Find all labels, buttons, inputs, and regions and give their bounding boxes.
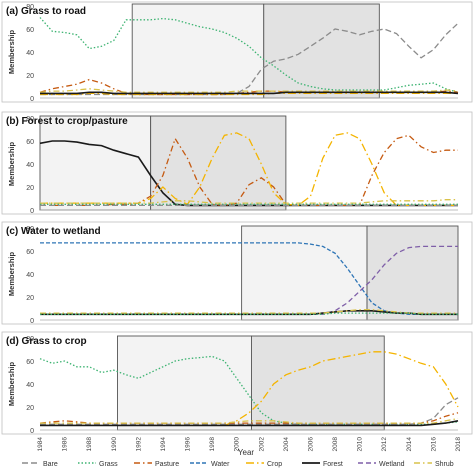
legend-item-shrub: Shrub bbox=[414, 461, 454, 468]
y-tick-label: 80 bbox=[26, 4, 34, 11]
y-tick-label: 20 bbox=[26, 295, 34, 302]
x-tick-label: 1988 bbox=[86, 437, 93, 452]
x-tick-label: 2008 bbox=[332, 437, 339, 452]
y-tick-label: 80 bbox=[26, 116, 34, 123]
legend-item-grass: Grass bbox=[78, 461, 118, 468]
series-line-shrub bbox=[40, 308, 458, 314]
y-tick-label: 20 bbox=[26, 405, 34, 412]
x-tick-label: 2012 bbox=[381, 437, 388, 452]
panel-title: (a) Grass to road bbox=[6, 6, 86, 17]
y-tick-label: 0 bbox=[30, 208, 34, 215]
x-tick-label: 1984 bbox=[37, 437, 44, 452]
legend-item-forest: Forest bbox=[302, 461, 343, 468]
series-line-bare bbox=[40, 397, 459, 425]
series-line-bare bbox=[40, 22, 459, 96]
x-tick-label: 2018 bbox=[455, 437, 462, 452]
legend-label: Crop bbox=[267, 461, 282, 468]
x-tick-label: 1992 bbox=[135, 437, 142, 452]
y-tick-label: 20 bbox=[26, 185, 34, 192]
highlight-box bbox=[251, 335, 385, 431]
legend: Bare Grass Pasture Water Crop Forest Wetland Sh… bbox=[22, 461, 454, 468]
x-tick-label: 1986 bbox=[62, 437, 69, 452]
legend-item-wetland: Wetland bbox=[358, 461, 405, 468]
x-tick-label: 2010 bbox=[357, 437, 364, 452]
highlight-box bbox=[117, 335, 252, 431]
y-tick-label: 20 bbox=[26, 73, 34, 80]
y-tick-label: 40 bbox=[26, 162, 34, 169]
series-line-pasture bbox=[40, 134, 458, 207]
x-tick-label: 2004 bbox=[283, 437, 290, 452]
chart-panel: 0 20 40 60 80 Membership (d) Grass to crop bbox=[1, 331, 473, 435]
y-tick-label: 80 bbox=[26, 336, 34, 343]
x-tick-label: 2016 bbox=[430, 437, 437, 452]
series-line-crop bbox=[40, 92, 458, 96]
legend-label: Shrub bbox=[435, 461, 454, 468]
highlight-box bbox=[131, 3, 265, 99]
legend-item-crop: Crop bbox=[246, 461, 282, 468]
x-tick-label: 2002 bbox=[258, 437, 265, 452]
chart-panel: 0 20 40 60 80 Membership (b) Forest to crop/pa… bbox=[1, 111, 473, 215]
series-line-shrub bbox=[40, 417, 459, 424]
y-tick-label: 0 bbox=[30, 96, 34, 103]
series-line-water bbox=[40, 242, 458, 315]
x-tick-label: 2000 bbox=[234, 437, 241, 452]
legend-label: Bare bbox=[43, 461, 58, 468]
legend-label: Forest bbox=[323, 461, 343, 468]
legend-label: Water bbox=[211, 461, 230, 468]
y-tick-label: 40 bbox=[26, 50, 34, 57]
y-tick-label: 40 bbox=[26, 272, 34, 279]
y-axis-label: Membership bbox=[7, 29, 16, 74]
highlight-box bbox=[241, 225, 368, 321]
x-tick-label: 2006 bbox=[307, 437, 314, 452]
panel-title: (b) Forest to crop/pasture bbox=[6, 116, 128, 127]
y-tick-label: 0 bbox=[30, 428, 34, 435]
panel-title: (d) Grass to crop bbox=[6, 336, 87, 347]
x-axis: 1984 1986 1988 1990 1992 1994 1996 1998 2000 2002… bbox=[37, 437, 462, 452]
y-tick-label: 60 bbox=[26, 27, 34, 34]
x-tick-label: 1994 bbox=[160, 437, 167, 452]
series-line-forest bbox=[40, 420, 459, 427]
x-tick-label: 2014 bbox=[406, 437, 413, 452]
y-axis-label: Membership bbox=[7, 141, 16, 186]
series-line-grass bbox=[39, 17, 459, 93]
series-line-shrub bbox=[39, 88, 459, 93]
highlight-box bbox=[263, 3, 380, 99]
y-tick-label: 80 bbox=[26, 226, 34, 233]
legend-item-water: Water bbox=[190, 461, 230, 468]
series-line-forest bbox=[40, 310, 458, 316]
highlight-box bbox=[150, 115, 287, 211]
series-line-shrub bbox=[40, 199, 458, 204]
y-tick-label: 60 bbox=[26, 139, 34, 146]
y-tick-label: 60 bbox=[26, 249, 34, 256]
highlight-box bbox=[39, 115, 152, 211]
x-tick-label: 1996 bbox=[185, 437, 192, 452]
x-tick-label: 1990 bbox=[111, 437, 118, 452]
highlight-box bbox=[366, 225, 459, 321]
series-line-forest bbox=[40, 91, 459, 95]
y-axis-label: Membership bbox=[7, 251, 16, 296]
chart-panel: 0 20 40 60 80 Membership (c) Water to wetland bbox=[1, 221, 473, 325]
panel-title: (c) Water to wetland bbox=[6, 226, 101, 237]
x-axis-title: Year bbox=[238, 448, 255, 457]
chart-panel: 0 20 40 60 80 Membership (a) Grass to road bbox=[1, 1, 473, 103]
legend-item-pasture: Pasture bbox=[134, 461, 179, 468]
x-tick-label: 1998 bbox=[209, 437, 216, 452]
legend-item-bare: Bare bbox=[22, 461, 58, 468]
y-axis-label: Membership bbox=[7, 361, 16, 406]
legend-label: Grass bbox=[99, 461, 118, 468]
legend-label: Pasture bbox=[155, 461, 179, 468]
y-tick-label: 60 bbox=[26, 359, 34, 366]
legend-label: Wetland bbox=[379, 461, 405, 468]
y-tick-label: 40 bbox=[26, 382, 34, 389]
y-tick-label: 0 bbox=[30, 318, 34, 325]
